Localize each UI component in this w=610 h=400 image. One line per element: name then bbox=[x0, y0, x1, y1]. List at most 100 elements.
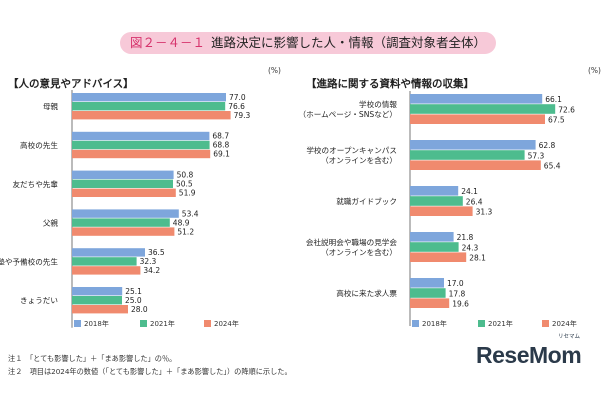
data-label: 24.1 bbox=[461, 187, 478, 196]
legend-swatch bbox=[478, 320, 485, 327]
bar-left-5-2 bbox=[72, 305, 128, 314]
data-label: 62.8 bbox=[539, 141, 556, 150]
data-label: 51.2 bbox=[177, 227, 194, 236]
bar-left-2-1 bbox=[72, 179, 173, 188]
data-label: 21.8 bbox=[457, 233, 474, 242]
legend-swatch bbox=[542, 320, 549, 327]
bar-right-3-0 bbox=[410, 232, 454, 242]
data-label: 53.4 bbox=[182, 209, 199, 218]
data-label: 48.9 bbox=[173, 218, 190, 227]
legend-label: 2021年 bbox=[488, 319, 513, 328]
category-label: 高校に来た求人票 bbox=[336, 288, 397, 298]
data-label: 68.7 bbox=[212, 132, 229, 141]
bar-right-0-1 bbox=[410, 104, 556, 114]
category-label: 学校のオープンキャンパス bbox=[306, 145, 397, 155]
legend-label: 2018年 bbox=[422, 319, 447, 328]
data-label: 17.0 bbox=[447, 279, 464, 288]
category-label: （オンラインを含む） bbox=[321, 247, 397, 257]
bar-left-2-2 bbox=[72, 188, 176, 197]
bar-right-4-1 bbox=[410, 288, 446, 298]
legend-label: 2021年 bbox=[150, 319, 175, 328]
bar-right-2-1 bbox=[410, 196, 463, 206]
bar-right-2-2 bbox=[410, 206, 473, 216]
data-label: 34.2 bbox=[143, 266, 160, 275]
data-label: 25.1 bbox=[125, 287, 142, 296]
bar-right-4-0 bbox=[410, 278, 444, 288]
figure-title: 図２－４－１ 進路決定に影響した人・情報（調査対象者全体） bbox=[120, 32, 496, 54]
bar-left-0-0 bbox=[72, 93, 226, 102]
bar-left-4-2 bbox=[72, 266, 141, 275]
data-label: 24.3 bbox=[462, 243, 479, 252]
bar-left-1-2 bbox=[72, 149, 211, 159]
data-label: 51.9 bbox=[179, 189, 196, 198]
bar-right-4-2 bbox=[410, 298, 450, 308]
data-label: 67.5 bbox=[548, 116, 565, 125]
bar-right-1-2 bbox=[410, 160, 541, 170]
resemom-logo-kana: リセマム bbox=[558, 334, 581, 340]
data-label: 65.4 bbox=[544, 162, 561, 171]
data-label: 19.6 bbox=[452, 300, 469, 309]
resemom-logo: ReseMom bbox=[476, 342, 582, 368]
data-label: 32.3 bbox=[140, 257, 157, 266]
left-section-title: 【人の意見やアドバイス】 bbox=[8, 78, 134, 90]
bar-left-1-0 bbox=[72, 131, 210, 141]
legend-swatch bbox=[412, 320, 419, 327]
data-label: 31.3 bbox=[476, 208, 493, 217]
legend-swatch bbox=[140, 320, 147, 327]
bar-right-1-0 bbox=[410, 140, 536, 150]
category-label: 学校の情報 bbox=[359, 99, 397, 109]
data-label: 28.0 bbox=[131, 305, 148, 314]
data-label: 77.0 bbox=[229, 93, 246, 102]
bar-left-3-0 bbox=[72, 209, 179, 218]
bar-right-0-0 bbox=[410, 94, 543, 104]
data-label: 36.5 bbox=[148, 248, 165, 257]
data-label: 76.6 bbox=[228, 102, 245, 111]
bar-left-4-0 bbox=[72, 248, 145, 257]
data-label: 17.8 bbox=[449, 289, 466, 298]
bar-right-2-0 bbox=[410, 186, 459, 196]
bar-left-2-0 bbox=[72, 170, 174, 179]
data-label: 50.5 bbox=[176, 180, 193, 189]
category-label: 母親 bbox=[43, 101, 59, 111]
category-label: きょうだい bbox=[20, 296, 58, 305]
bar-left-0-1 bbox=[72, 102, 226, 111]
left-bar-chart: 77.076.679.3母親68.768.869.1高校の先生50.850.55… bbox=[0, 90, 251, 328]
category-label: （ホームページ・SNSなど） bbox=[299, 110, 397, 119]
category-label: 塾や予備校の先生 bbox=[0, 256, 58, 266]
data-label: 79.3 bbox=[234, 111, 251, 120]
data-label: 28.1 bbox=[469, 254, 486, 263]
data-label: 68.8 bbox=[213, 141, 230, 150]
data-label: 66.1 bbox=[545, 95, 562, 104]
category-label: （オンラインを含む） bbox=[321, 155, 397, 165]
category-label: 友だちや先輩 bbox=[12, 179, 58, 189]
left-unit-label: (%) bbox=[268, 66, 281, 75]
bar-right-3-2 bbox=[410, 252, 467, 262]
data-label: 50.8 bbox=[177, 171, 194, 180]
bar-left-0-2 bbox=[72, 111, 231, 120]
note-2: 注２ 項目は2024年の数値（「とても影響した」＋「まあ影響した」）の降順に示し… bbox=[8, 367, 292, 376]
bar-right-3-1 bbox=[410, 242, 459, 252]
bar-left-1-1 bbox=[72, 140, 210, 150]
bar-left-5-1 bbox=[72, 296, 122, 305]
category-label: 会社説明会や職場の見学会 bbox=[306, 237, 398, 247]
figure-number: 図２－４－１ bbox=[129, 35, 205, 50]
figure-title-text: 進路決定に影響した人・情報（調査対象者全体） bbox=[211, 35, 487, 50]
bar-right-0-2 bbox=[410, 114, 545, 124]
data-label: 69.1 bbox=[213, 150, 230, 159]
data-label: 26.4 bbox=[466, 197, 483, 206]
bar-left-4-1 bbox=[72, 257, 137, 266]
right-bar-chart: 66.172.6 67.5 学校の情報（ホームページ・SNSなど） 62.857.3 6… bbox=[299, 91, 577, 328]
category-label: 父親 bbox=[43, 218, 59, 228]
legend-label: 2024年 bbox=[552, 319, 577, 328]
legend-label: 2024年 bbox=[214, 319, 239, 328]
legend-swatch bbox=[204, 320, 211, 327]
right-unit-label: (%) bbox=[588, 66, 601, 75]
legend-label: 2018年 bbox=[84, 319, 109, 328]
note-1: 注１ 「とても影響した」＋「まあ影響した」の％。 bbox=[8, 354, 177, 363]
bar-left-3-1 bbox=[72, 218, 170, 227]
data-label: 57.3 bbox=[528, 151, 545, 160]
legend-swatch bbox=[74, 320, 81, 327]
bar-left-5-0 bbox=[72, 287, 123, 296]
category-label: 高校の先生 bbox=[20, 140, 58, 150]
